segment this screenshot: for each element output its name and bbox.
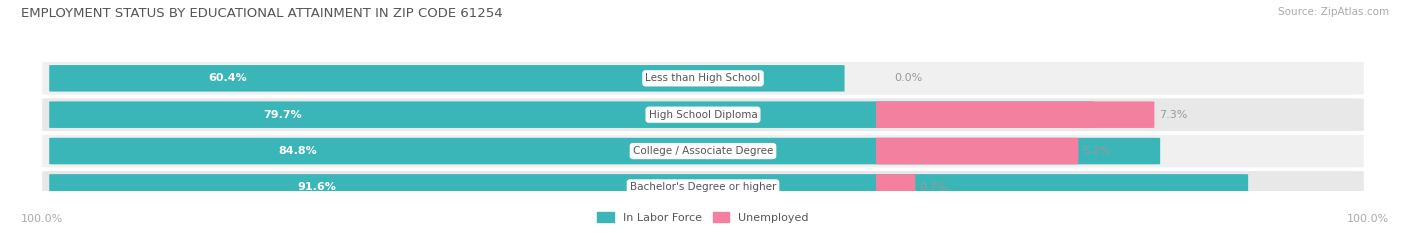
Text: Bachelor's Degree or higher: Bachelor's Degree or higher — [630, 182, 776, 192]
FancyBboxPatch shape — [42, 98, 1364, 131]
Text: Less than High School: Less than High School — [645, 73, 761, 83]
Text: 0.7%: 0.7% — [920, 182, 948, 192]
FancyBboxPatch shape — [42, 171, 1364, 204]
FancyBboxPatch shape — [876, 101, 1154, 128]
Text: EMPLOYMENT STATUS BY EDUCATIONAL ATTAINMENT IN ZIP CODE 61254: EMPLOYMENT STATUS BY EDUCATIONAL ATTAINM… — [21, 7, 503, 20]
FancyBboxPatch shape — [876, 138, 1078, 164]
FancyBboxPatch shape — [42, 62, 1364, 95]
Text: 7.3%: 7.3% — [1159, 110, 1187, 120]
FancyBboxPatch shape — [49, 101, 1094, 128]
Text: 5.2%: 5.2% — [1083, 146, 1111, 156]
Legend: In Labor Force, Unemployed: In Labor Force, Unemployed — [593, 208, 813, 227]
Text: 79.7%: 79.7% — [264, 110, 302, 120]
Text: 91.6%: 91.6% — [298, 182, 336, 192]
Text: High School Diploma: High School Diploma — [648, 110, 758, 120]
Text: Source: ZipAtlas.com: Source: ZipAtlas.com — [1278, 7, 1389, 17]
Text: College / Associate Degree: College / Associate Degree — [633, 146, 773, 156]
Text: 60.4%: 60.4% — [208, 73, 247, 83]
FancyBboxPatch shape — [876, 174, 915, 201]
FancyBboxPatch shape — [49, 174, 1249, 201]
Text: 100.0%: 100.0% — [1347, 214, 1389, 224]
FancyBboxPatch shape — [49, 65, 845, 92]
FancyBboxPatch shape — [49, 138, 1160, 164]
Text: 84.8%: 84.8% — [278, 146, 316, 156]
FancyBboxPatch shape — [42, 135, 1364, 168]
Text: 100.0%: 100.0% — [21, 214, 63, 224]
Text: 0.0%: 0.0% — [894, 73, 922, 83]
